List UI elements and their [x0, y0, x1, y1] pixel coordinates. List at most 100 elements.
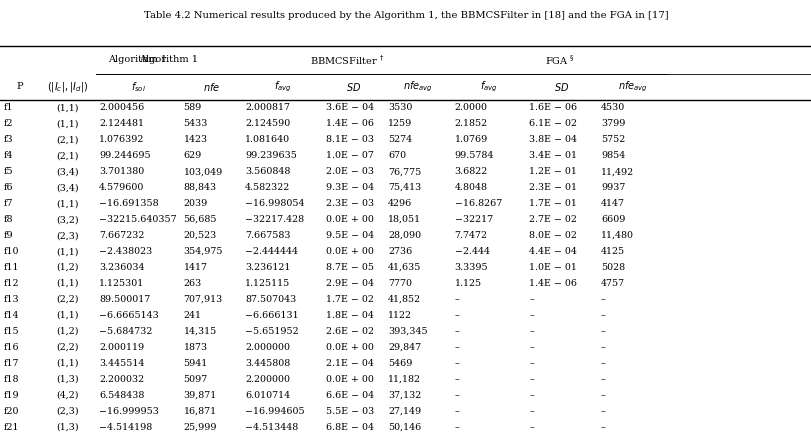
Text: 3.6E − 04: 3.6E − 04 — [326, 103, 374, 112]
Text: −32215.640357: −32215.640357 — [99, 215, 177, 224]
Text: –: – — [600, 407, 605, 416]
Text: 4.579600: 4.579600 — [99, 183, 144, 192]
Text: 2.000119: 2.000119 — [99, 343, 144, 352]
Text: 1423: 1423 — [183, 135, 208, 144]
Text: –: – — [454, 423, 459, 432]
Text: 9.3E − 04: 9.3E − 04 — [326, 183, 374, 192]
Text: (1,1): (1,1) — [56, 119, 79, 128]
Text: 8.0E − 02: 8.0E − 02 — [529, 231, 577, 240]
Text: 5752: 5752 — [600, 135, 624, 144]
Text: (1,1): (1,1) — [56, 279, 79, 288]
Text: (2,1): (2,1) — [56, 151, 79, 160]
Text: 2.6E − 02: 2.6E − 02 — [326, 327, 374, 336]
Text: FGA $^{\S}$: FGA $^{\S}$ — [544, 53, 573, 66]
Text: 0.0E + 00: 0.0E + 00 — [326, 215, 374, 224]
Text: (2,3): (2,3) — [56, 407, 79, 416]
Text: $nfe$: $nfe$ — [202, 81, 220, 93]
Text: –: – — [454, 295, 459, 304]
Text: 76,775: 76,775 — [388, 167, 421, 176]
Text: 5274: 5274 — [388, 135, 412, 144]
Text: 103,049: 103,049 — [183, 167, 222, 176]
Text: $f_{sol}$: $f_{sol}$ — [131, 80, 145, 94]
Text: f15: f15 — [3, 327, 19, 336]
Text: 6.6E − 04: 6.6E − 04 — [326, 391, 374, 400]
Text: 1259: 1259 — [388, 119, 412, 128]
Text: 11,492: 11,492 — [600, 167, 633, 176]
Text: –: – — [529, 311, 534, 320]
Text: 1.8E − 04: 1.8E − 04 — [326, 311, 374, 320]
Text: −2.444: −2.444 — [454, 247, 489, 256]
Text: 6.548438: 6.548438 — [99, 391, 144, 400]
Text: −2.438023: −2.438023 — [99, 247, 152, 256]
Text: (2,2): (2,2) — [56, 295, 79, 304]
Text: –: – — [529, 343, 534, 352]
Text: f14: f14 — [3, 311, 19, 320]
Text: 1.076392: 1.076392 — [99, 135, 144, 144]
Text: (1,1): (1,1) — [56, 247, 79, 256]
Text: $SD$: $SD$ — [554, 81, 569, 93]
Text: 1.0769: 1.0769 — [454, 135, 487, 144]
Text: 5469: 5469 — [388, 359, 412, 368]
Text: 5028: 5028 — [600, 263, 624, 272]
Text: 7770: 7770 — [388, 279, 412, 288]
Text: (3,2): (3,2) — [56, 215, 79, 224]
Text: 16,871: 16,871 — [183, 407, 217, 416]
Text: f21: f21 — [3, 423, 19, 432]
Text: f3: f3 — [3, 135, 13, 144]
Text: 3799: 3799 — [600, 119, 624, 128]
Text: 1.6E − 06: 1.6E − 06 — [529, 103, 577, 112]
Text: 7.667232: 7.667232 — [99, 231, 144, 240]
Text: –: – — [529, 359, 534, 368]
Text: 3.236034: 3.236034 — [99, 263, 144, 272]
Text: 5097: 5097 — [183, 375, 208, 384]
Text: 241: 241 — [183, 311, 201, 320]
Text: f4: f4 — [3, 151, 13, 160]
Text: 589: 589 — [183, 103, 201, 112]
Text: (2,2): (2,2) — [56, 343, 79, 352]
Text: 3.6822: 3.6822 — [454, 167, 487, 176]
Text: (3,4): (3,4) — [56, 183, 79, 192]
Text: 3.8E − 04: 3.8E − 04 — [529, 135, 577, 144]
Text: −16.998054: −16.998054 — [245, 199, 304, 208]
Text: 1.4E − 06: 1.4E − 06 — [529, 279, 577, 288]
Text: 1.0E − 07: 1.0E − 07 — [326, 151, 374, 160]
Text: −32217.428: −32217.428 — [245, 215, 304, 224]
Text: 3.445514: 3.445514 — [99, 359, 144, 368]
Text: $SD$: $SD$ — [346, 81, 361, 93]
Text: 88,843: 88,843 — [183, 183, 217, 192]
Text: f10: f10 — [3, 247, 19, 256]
Text: 1417: 1417 — [183, 263, 208, 272]
Text: 3.445808: 3.445808 — [245, 359, 290, 368]
Text: 7.667583: 7.667583 — [245, 231, 290, 240]
Text: (1,2): (1,2) — [56, 263, 79, 272]
Text: 8.7E − 05: 8.7E − 05 — [326, 263, 374, 272]
Text: –: – — [454, 375, 459, 384]
Text: 2.0000: 2.0000 — [454, 103, 487, 112]
Text: (2,3): (2,3) — [56, 231, 79, 240]
Text: –: – — [454, 391, 459, 400]
Text: 1.125: 1.125 — [454, 279, 481, 288]
Text: 9854: 9854 — [600, 151, 624, 160]
Text: 1.081640: 1.081640 — [245, 135, 290, 144]
Text: 1.7E − 02: 1.7E − 02 — [326, 295, 374, 304]
Text: f1: f1 — [3, 103, 13, 112]
Text: 0.0E + 00: 0.0E + 00 — [326, 247, 374, 256]
Text: 707,913: 707,913 — [183, 295, 222, 304]
Text: –: – — [600, 343, 605, 352]
Text: (1,1): (1,1) — [56, 199, 79, 208]
Text: f17: f17 — [3, 359, 19, 368]
Text: (1,1): (1,1) — [56, 311, 79, 320]
Text: 25,999: 25,999 — [183, 423, 217, 432]
Text: −4.514198: −4.514198 — [99, 423, 152, 432]
Text: −32217: −32217 — [454, 215, 492, 224]
Text: 0.0E + 00: 0.0E + 00 — [326, 375, 374, 384]
Text: 87.507043: 87.507043 — [245, 295, 296, 304]
Text: 6.8E − 04: 6.8E − 04 — [326, 423, 374, 432]
Text: 6.1E − 02: 6.1E − 02 — [529, 119, 577, 128]
Text: 56,685: 56,685 — [183, 215, 217, 224]
Text: –: – — [600, 359, 605, 368]
Text: –: – — [529, 327, 534, 336]
Text: –: – — [454, 343, 459, 352]
Text: –: – — [529, 295, 534, 304]
Text: 28,090: 28,090 — [388, 231, 421, 240]
